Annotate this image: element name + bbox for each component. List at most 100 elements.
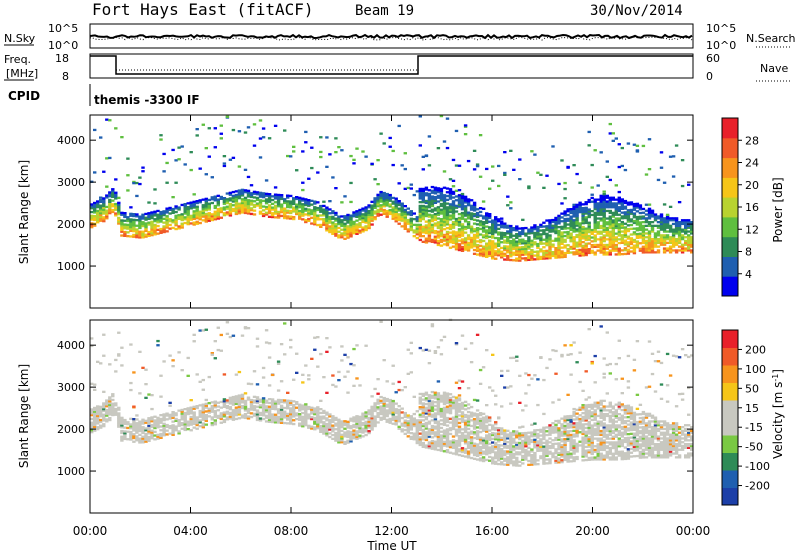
echo-cell [466, 454, 471, 457]
echo-cell [442, 435, 447, 438]
echo-cell [225, 416, 230, 419]
echo-cell [485, 251, 489, 255]
echo-cell [270, 206, 275, 209]
echo-cell [481, 427, 486, 431]
echo-cell [424, 186, 429, 189]
echo-cell [448, 207, 453, 210]
echo-cell [361, 429, 365, 432]
echo-cell [340, 439, 344, 442]
echo-cell [500, 431, 504, 434]
echo-cell [668, 219, 673, 222]
echo-cell [117, 423, 121, 426]
echo-cell [141, 223, 145, 226]
echo-cell [418, 214, 422, 217]
echo-cell [204, 199, 208, 202]
echo-cell [141, 221, 145, 224]
echo-cell [276, 205, 281, 208]
echo-cell [530, 252, 534, 256]
echo-cell [581, 227, 585, 231]
echo-cell [509, 448, 513, 452]
echo-cell [578, 235, 582, 238]
echo-cell [475, 426, 480, 429]
echo-cell [575, 228, 579, 231]
echo-cell [99, 206, 103, 209]
echo-cell [174, 224, 178, 227]
echo-cell [328, 212, 332, 215]
echo-cell [418, 115, 422, 118]
echo-cell [376, 205, 380, 208]
echo-cell [258, 419, 263, 422]
echo-cell [575, 213, 579, 216]
echo-cell [153, 214, 157, 217]
echo-cell [614, 240, 618, 243]
echo-cell [451, 232, 456, 235]
echo-cell [632, 202, 637, 206]
echo-cell [460, 449, 465, 452]
echo-cell [174, 218, 178, 221]
echo-cell [304, 220, 308, 224]
echo-cell [611, 228, 615, 231]
echo-cell [418, 193, 422, 196]
echo-cell [451, 241, 456, 244]
echo-cell [424, 228, 429, 231]
echo-cell [494, 229, 498, 232]
echo-cell [349, 223, 353, 227]
echo-cell [219, 210, 223, 214]
echo-cell [117, 209, 121, 212]
echo-cell [509, 462, 513, 465]
echo-cell [674, 239, 679, 243]
echo-cell [367, 221, 371, 224]
echo-cell [602, 196, 606, 199]
echo-cell [147, 221, 151, 224]
echo-cell [165, 224, 169, 227]
echo-cell [581, 252, 585, 255]
echo-cell [111, 406, 115, 409]
echo-cell [243, 211, 248, 215]
echo-cell [433, 425, 438, 428]
echo-cell [466, 444, 471, 448]
echo-cell [292, 202, 296, 206]
echo-cell [497, 239, 501, 242]
echo-cell [485, 447, 489, 450]
echo-cell [629, 250, 634, 253]
echo-cell [430, 441, 435, 445]
echo-cell [584, 231, 588, 234]
echo-cell [457, 245, 462, 248]
echo-cell [198, 421, 202, 424]
echo-cell [273, 216, 278, 219]
echo-cell [153, 223, 157, 227]
echo-cell [255, 398, 260, 401]
echo-cell [466, 243, 471, 246]
echo-cell [123, 230, 127, 234]
echo-cell [497, 430, 501, 434]
echo-cell [394, 197, 398, 200]
noise-panel: N.Sky 10^5 10^0 10^5 10^0 N.Search [4, 22, 796, 52]
echo-cell [105, 399, 109, 402]
echo-cell [93, 416, 97, 419]
echo-cell [310, 425, 314, 428]
echo-cell [418, 197, 422, 200]
echo-cell [307, 202, 311, 206]
echo-cell [650, 230, 655, 233]
echo-cell [596, 232, 600, 235]
echo-cell [334, 137, 338, 140]
echo-cell [403, 220, 407, 223]
echo-cell [138, 215, 142, 218]
echo-cell [560, 227, 564, 230]
echo-cell [448, 227, 453, 231]
echo-cell [192, 426, 196, 429]
echo-cell [231, 207, 236, 211]
echo-cell [340, 215, 344, 218]
echo-cell [644, 241, 649, 244]
echo-cell [162, 426, 166, 429]
echo-cell [644, 209, 649, 212]
echo-cell [599, 226, 603, 230]
echo-cell [650, 209, 655, 212]
echo-cell [436, 426, 441, 429]
echo-cell [590, 196, 594, 200]
echo-cell [424, 192, 429, 195]
echo-cell [141, 230, 145, 233]
echo-cell [328, 435, 332, 439]
echo-cell [614, 206, 618, 209]
echo-cell [355, 418, 359, 422]
